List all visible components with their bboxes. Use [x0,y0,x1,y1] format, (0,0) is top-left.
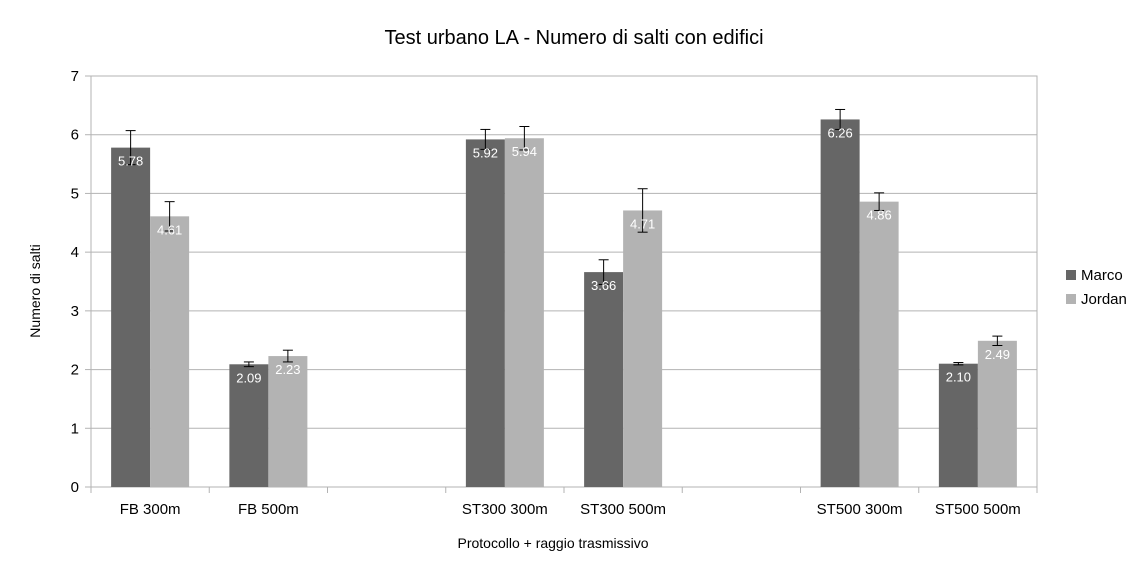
x-tick-label: FB 300m [120,501,181,518]
bar-jordan [859,201,899,488]
y-tick-label: 5 [71,185,79,202]
y-tick-label: 6 [71,127,79,144]
bar-marco [584,272,624,487]
bar-jordan [268,356,308,487]
data-label: 5.92 [473,145,498,160]
data-label: 2.09 [236,370,261,385]
legend-swatch-marco [1066,270,1076,280]
bar-marco [938,363,978,487]
legend-swatch-jordan [1066,294,1076,304]
bar-jordan [623,210,663,487]
data-label: 4.71 [630,216,655,231]
data-label: 4.86 [866,208,891,223]
y-axis-label: Numero di salti [27,244,43,337]
y-tick-label: 7 [71,68,79,85]
x-tick-label: FB 500m [238,501,299,518]
bar-jordan [150,216,190,487]
y-tick-label: 1 [71,420,79,437]
bar-marco [111,147,151,488]
plot-area: 0 1 2 3 4 5 6 7 FB 300m FB 500m ST300 300m ST300 50… [71,68,1038,518]
bar-marco [229,364,269,487]
bar-jordan [504,138,544,488]
data-label: 2.23 [275,362,300,377]
bar-marco [820,119,860,487]
data-label: 3.66 [591,278,616,293]
data-label: 2.49 [985,347,1010,362]
data-label: 5.78 [118,154,143,169]
chart-title: Test urbano LA - Numero di salti con edi… [384,27,763,49]
data-label: 5.94 [512,144,537,159]
legend-label-jordan: Jordan [1081,291,1127,308]
legend-label-marco: Marco [1081,267,1123,284]
bar-marco [465,139,505,487]
y-tick-label: 3 [71,303,79,320]
x-tick-label: ST300 500m [580,501,666,518]
x-tick-label: ST500 300m [817,501,903,518]
x-axis-label: Protocollo + raggio trasmissivo [457,535,648,551]
data-label: 6.26 [827,125,852,140]
data-label: 4.61 [157,222,182,237]
x-tick-label: ST300 300m [462,501,548,518]
bar-jordan [977,340,1017,487]
data-label: 2.10 [946,370,971,385]
y-tick-label: 4 [71,244,79,261]
legend: Marco Jordan [1066,267,1127,308]
y-tick-label: 2 [71,362,79,379]
y-tick-label: 0 [71,479,79,496]
x-tick-label: ST500 500m [935,501,1021,518]
